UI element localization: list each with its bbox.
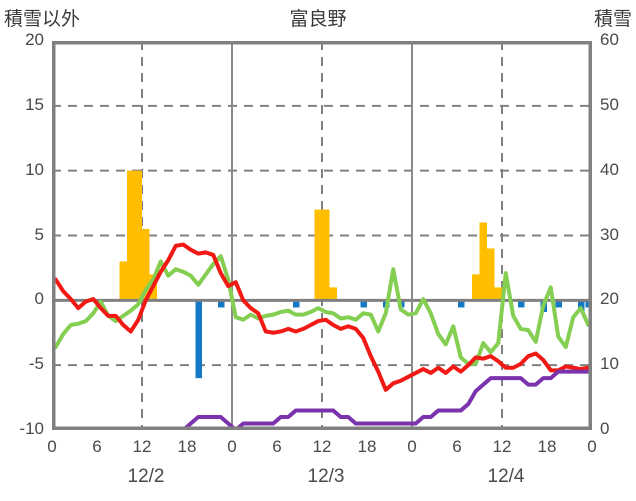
x-tick: 6: [452, 437, 462, 456]
data-lines: [53, 242, 592, 430]
y-tick-left: -10: [19, 419, 44, 438]
x-tick: 0: [407, 437, 417, 456]
y-tick-right: 60: [600, 30, 619, 49]
y-tick-left: 15: [25, 94, 44, 114]
x-tick: 12: [132, 437, 152, 456]
plot-area: [52, 41, 592, 430]
y-tick-left: 20: [25, 30, 44, 49]
y-tick-left: -5: [28, 354, 44, 374]
day-separators: [231, 41, 413, 430]
x-tick: 18: [537, 437, 557, 456]
y-tick-right: 10: [600, 354, 619, 374]
y-tick-right: 40: [600, 159, 619, 179]
chart-title: 富良野: [289, 9, 347, 30]
x-tick: 0: [47, 437, 57, 456]
y-tick-right: 20: [600, 289, 619, 309]
x-tick: 18: [357, 437, 377, 456]
x-tick: 0: [587, 437, 597, 456]
plot-frame: [52, 41, 592, 430]
y-tick-left: 5: [34, 224, 44, 244]
y-tick-right: 50: [600, 94, 619, 114]
y-tick-left: 0: [34, 289, 44, 309]
left-axis-title: 積雪以外: [4, 9, 81, 30]
x-tick: 12: [492, 437, 512, 456]
x-tick: 0: [227, 437, 237, 456]
x-tick: 12: [312, 437, 332, 456]
x-tick: 6: [92, 437, 102, 456]
day-label: 12/2: [127, 466, 165, 487]
day-label: 12/4: [487, 466, 525, 487]
y-tick-right: 0: [600, 419, 610, 438]
y-tick-right: 30: [600, 224, 619, 244]
precipitation-bars: [119, 170, 502, 301]
y-tick-left: 10: [25, 159, 44, 179]
right-axis-title: 積雪: [593, 9, 632, 30]
x-tick: 6: [272, 437, 282, 456]
day-label: 12/3: [307, 466, 345, 487]
plot-svg: [52, 41, 592, 430]
x-tick: 18: [177, 437, 197, 456]
